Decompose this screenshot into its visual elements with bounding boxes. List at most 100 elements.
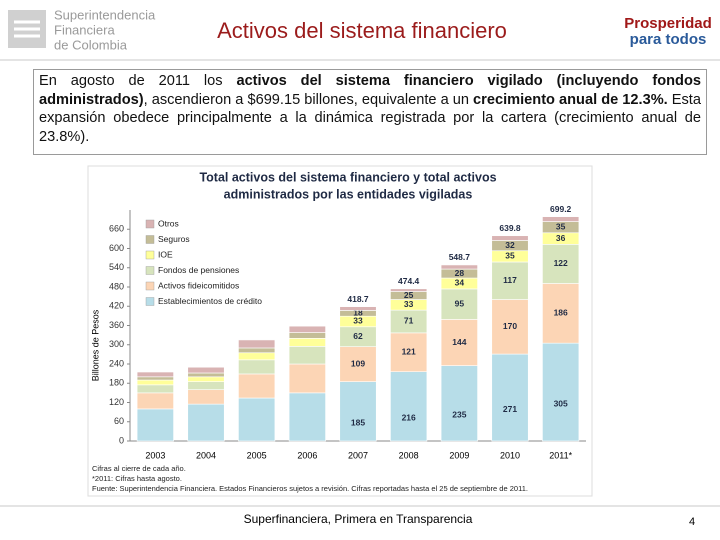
bar-segment bbox=[440, 365, 478, 442]
bar-segment bbox=[238, 352, 276, 361]
y-tick-label: 0 bbox=[119, 435, 124, 445]
bar-segment bbox=[542, 244, 580, 284]
bar-segment bbox=[238, 347, 276, 354]
x-tick-label: 2007 bbox=[348, 450, 368, 460]
bar-segment bbox=[542, 342, 580, 442]
segment-label: 95 bbox=[455, 298, 465, 308]
bar-segment bbox=[288, 332, 326, 339]
logo-text: Financiera bbox=[54, 22, 115, 37]
segment-label: 144 bbox=[452, 337, 466, 347]
bar-segment bbox=[339, 306, 377, 311]
x-tick-label: 2008 bbox=[399, 450, 419, 460]
segment-label: 271 bbox=[503, 404, 517, 414]
segment-label: 33 bbox=[353, 316, 363, 326]
bar-segment bbox=[187, 381, 225, 390]
segment-label: 117 bbox=[503, 275, 517, 285]
bar-segment bbox=[491, 261, 529, 300]
y-tick-label: 120 bbox=[109, 397, 124, 407]
x-tick-label: 2010 bbox=[500, 450, 520, 460]
segment-label: 28 bbox=[455, 268, 465, 278]
x-tick-label: 2009 bbox=[449, 450, 469, 460]
segment-label: 36 bbox=[556, 233, 566, 243]
x-tick-label: 2005 bbox=[247, 450, 267, 460]
x-tick-label: 2004 bbox=[196, 450, 216, 460]
x-tick-label: 2006 bbox=[297, 450, 317, 460]
bar-segment bbox=[136, 376, 174, 381]
segment-label: 121 bbox=[402, 347, 416, 357]
bar-segment bbox=[136, 379, 174, 386]
segment-label: 305 bbox=[554, 398, 568, 408]
legend-label: Otros bbox=[158, 218, 179, 228]
segment-label: 62 bbox=[353, 331, 363, 341]
bar-segment bbox=[187, 372, 225, 378]
legend-label: IOE bbox=[158, 249, 173, 259]
bar-segment bbox=[187, 389, 225, 405]
logo-icon-lines bbox=[14, 20, 40, 38]
bar-segment bbox=[238, 373, 276, 399]
y-tick-label: 420 bbox=[109, 301, 124, 311]
legend-label: Seguros bbox=[158, 234, 190, 244]
y-tick-label: 660 bbox=[109, 224, 124, 234]
bar-segment bbox=[238, 359, 276, 375]
total-label: 639.8 bbox=[499, 223, 521, 233]
segment-label: 216 bbox=[402, 413, 416, 423]
total-label: 548.7 bbox=[449, 252, 471, 262]
paragraph-run: , ascendieron a $699.15 billones, equiva… bbox=[143, 91, 474, 108]
y-tick-label: 240 bbox=[109, 358, 124, 368]
bar-segment bbox=[187, 366, 225, 374]
legend-swatch bbox=[145, 219, 155, 229]
legend-label: Activos fideicomitidos bbox=[158, 280, 239, 290]
chart-note: *2011: Cifras hasta agosto. bbox=[92, 474, 182, 483]
footer-text: Superfinanciera, Primera en Transparenci… bbox=[244, 512, 473, 526]
bar-segment bbox=[187, 376, 225, 382]
slide-title: Activos del sistema financiero bbox=[217, 18, 507, 43]
total-label: 474.4 bbox=[398, 276, 420, 286]
chart-note: Cifras al cierre de cada año. bbox=[92, 464, 186, 473]
segment-label: 235 bbox=[452, 410, 466, 420]
logo-text: Superintendencia bbox=[54, 7, 156, 22]
segment-label: 35 bbox=[505, 251, 515, 261]
bar-segment bbox=[136, 371, 174, 378]
logo-text: de Colombia bbox=[54, 37, 128, 52]
segment-label: 34 bbox=[455, 278, 465, 288]
segment-label: 18 bbox=[353, 308, 363, 318]
bar-segment bbox=[288, 346, 326, 365]
paragraph-run: activos del sistema financiero vigilado … bbox=[39, 73, 702, 108]
segment-label: 186 bbox=[554, 308, 568, 318]
bar-segment bbox=[136, 392, 174, 410]
y-axis-label: Billones de Pesos bbox=[90, 309, 100, 381]
y-tick-label: 300 bbox=[109, 339, 124, 349]
bar-segment bbox=[339, 381, 377, 442]
legend-label: Fondos de pensiones bbox=[158, 265, 239, 275]
segment-label: 25 bbox=[404, 290, 414, 300]
bar-segment bbox=[288, 325, 326, 333]
bar-segment bbox=[542, 216, 580, 222]
segment-label: 170 bbox=[503, 321, 517, 331]
segment-label: 109 bbox=[351, 358, 365, 368]
x-tick-label: 2011* bbox=[549, 450, 572, 460]
legend-swatch bbox=[145, 266, 155, 275]
bar-segment bbox=[440, 264, 478, 270]
total-label: 699.2 bbox=[550, 204, 572, 214]
x-tick-label: 2003 bbox=[145, 450, 165, 460]
bar-segment bbox=[390, 371, 428, 442]
legend-label: Establecimientos de crédito bbox=[158, 296, 262, 306]
bar-segment bbox=[390, 332, 428, 373]
bar-segment bbox=[339, 346, 377, 382]
bar-segment bbox=[440, 319, 478, 366]
legend-swatch bbox=[145, 297, 155, 306]
segment-label: 32 bbox=[505, 240, 515, 250]
total-label: 418.7 bbox=[347, 294, 369, 304]
segment-label: 71 bbox=[404, 316, 414, 326]
summary-paragraph: En agosto de 2011 los activos del sistem… bbox=[33, 69, 707, 155]
legend-swatch bbox=[145, 281, 155, 291]
chart-title: Total activos del sistema financiero y t… bbox=[199, 170, 496, 184]
chart-frame bbox=[87, 165, 593, 497]
bar-segment bbox=[491, 235, 529, 241]
bar-segment bbox=[136, 384, 174, 394]
paragraph-run: En agosto de 2011 los bbox=[39, 73, 237, 89]
y-tick-label: 600 bbox=[109, 243, 124, 253]
y-tick-label: 360 bbox=[109, 320, 124, 330]
